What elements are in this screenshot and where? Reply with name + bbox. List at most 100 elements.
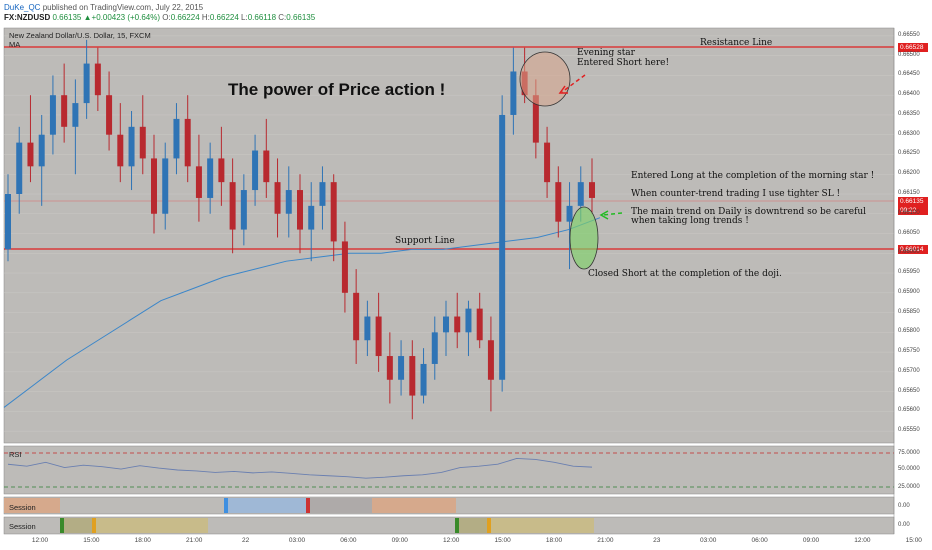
ma-legend[interactable]: MA xyxy=(9,40,21,49)
price-tick: 0.65800 xyxy=(898,328,920,335)
time-tick: 09:00 xyxy=(391,537,408,544)
candle-body xyxy=(285,190,292,214)
main-pane[interactable] xyxy=(3,27,895,444)
rsi-tick-50: 50.0000 xyxy=(898,466,920,472)
price-tick: 0.65600 xyxy=(898,407,920,414)
headline-annotation[interactable]: The power of Price action ! xyxy=(228,80,446,99)
main-grid xyxy=(4,35,894,432)
long-entry-arrow xyxy=(599,210,623,220)
evening-star-annotation[interactable]: Evening star xyxy=(577,48,635,58)
candle-body xyxy=(83,63,90,104)
daily-trend-annotation[interactable]: The main trend on Daily is downtrend so … xyxy=(631,207,867,217)
candle-body xyxy=(218,158,225,183)
candle-body xyxy=(510,71,517,115)
candle-body xyxy=(398,356,405,380)
author-link[interactable]: DuKe_QC xyxy=(4,3,41,12)
price-tick: 0.66350 xyxy=(898,110,920,117)
candle-body xyxy=(544,142,551,183)
candle-body xyxy=(487,340,494,380)
tight-sl-annotation[interactable]: When counter-trend trading I use tighter… xyxy=(631,189,841,199)
daily-trend-annotation-2[interactable]: when taking long trends ! xyxy=(631,216,749,226)
price-tick: 0.65850 xyxy=(898,308,920,315)
last-price: 0.66135 xyxy=(52,13,82,22)
price-tick: 0.66250 xyxy=(898,150,920,157)
countdown-label: 09:22 xyxy=(898,206,928,215)
time-tick: 23 xyxy=(653,537,661,544)
price-tick: 0.65950 xyxy=(898,269,920,276)
candle-body xyxy=(229,182,236,230)
candle-body xyxy=(431,332,438,364)
time-tick: 03:00 xyxy=(288,537,306,544)
rsi-title[interactable]: RSI xyxy=(9,450,22,459)
resistance-annotation[interactable]: Resistance Line xyxy=(700,38,773,48)
high-label: H: xyxy=(201,13,210,22)
time-tick: 12:00 xyxy=(31,537,49,544)
session-bands-2 xyxy=(60,518,594,533)
time-tick: 15:00 xyxy=(83,537,100,544)
candle-body xyxy=(589,182,595,198)
candle-body xyxy=(195,166,202,198)
time-tick: 15:00 xyxy=(905,537,922,544)
low-label: L: xyxy=(241,13,248,22)
candle-body xyxy=(353,292,360,341)
rsi-tick-75: 75.0000 xyxy=(898,450,920,456)
price-tick: 0.66100 xyxy=(898,209,920,216)
candle-body xyxy=(420,363,427,396)
support-annotation[interactable]: Support Line xyxy=(395,236,455,246)
candle-body xyxy=(386,356,393,380)
time-tick: 12:00 xyxy=(443,537,460,544)
time-tick: 22 xyxy=(241,537,250,544)
price-tick: 0.65750 xyxy=(898,348,920,355)
time-tick: 09:00 xyxy=(802,537,820,544)
open-label: O: xyxy=(162,13,171,22)
candle-body xyxy=(465,308,472,333)
price-tick: 0.66400 xyxy=(898,91,920,98)
session-tick-1: 0.00 xyxy=(898,503,910,509)
candle-body xyxy=(128,126,135,167)
candle-body xyxy=(27,142,34,167)
up-triangle-icon: ▲ xyxy=(83,13,92,22)
candle-body xyxy=(364,316,371,341)
candle-body xyxy=(341,241,348,293)
time-tick: 15:00 xyxy=(494,537,511,544)
candle-body xyxy=(184,118,191,167)
time-tick: 03:00 xyxy=(700,537,717,544)
price-tick: 0.66050 xyxy=(898,229,920,236)
session-title-2[interactable]: Session xyxy=(9,522,36,531)
ohlc-header: FX:NZDUSD 0.66135 ▲+0.00423 (+0.64%) O:0… xyxy=(4,13,315,22)
candle-body xyxy=(252,150,259,191)
candle-body xyxy=(308,205,315,230)
price-tick: 0.65550 xyxy=(898,427,920,434)
close-label: C: xyxy=(278,13,287,22)
doji-ellipse[interactable] xyxy=(569,206,599,270)
publish-info: published on TradingView.com, July 22, 2… xyxy=(42,3,204,12)
candle-body xyxy=(72,103,79,127)
candle-body xyxy=(555,182,562,222)
candle-body xyxy=(263,150,270,183)
publish-header: DuKe_QC published on TradingView.com, Ju… xyxy=(4,3,203,12)
candle-body xyxy=(499,114,506,380)
candle-body xyxy=(151,158,157,214)
price-tick: 0.65650 xyxy=(898,387,920,394)
chart-title: New Zealand Dollar/U.S. Dollar, 15, FXCM xyxy=(9,31,151,40)
session-title-1[interactable]: Session xyxy=(9,503,36,512)
evening-star-ellipse[interactable] xyxy=(519,51,571,107)
price-tick: 0.66450 xyxy=(898,71,920,78)
short-entry-annotation[interactable]: Entered Short here! xyxy=(577,58,670,68)
long-entry-annotation[interactable]: Entered Long at the completion of the mo… xyxy=(631,171,875,181)
candle-body xyxy=(319,182,326,206)
change: +0.00423 (+0.64%) xyxy=(91,13,161,22)
time-tick: 21:00 xyxy=(186,537,203,544)
price-tick: 0.66550 xyxy=(898,31,920,38)
price-tick: 0.66300 xyxy=(898,130,920,137)
candle-body xyxy=(162,158,169,214)
time-tick: 06:00 xyxy=(340,537,357,544)
candle-body xyxy=(240,190,247,230)
symbol[interactable]: FX:NZDUSD xyxy=(4,13,51,22)
candle-body xyxy=(5,194,11,250)
candle-body xyxy=(443,316,449,333)
candle-body xyxy=(297,190,303,230)
candle-body xyxy=(207,158,214,198)
closed-short-annotation[interactable]: Closed Short at the completion of the do… xyxy=(588,269,782,279)
time-tick: 12:00 xyxy=(854,537,871,544)
